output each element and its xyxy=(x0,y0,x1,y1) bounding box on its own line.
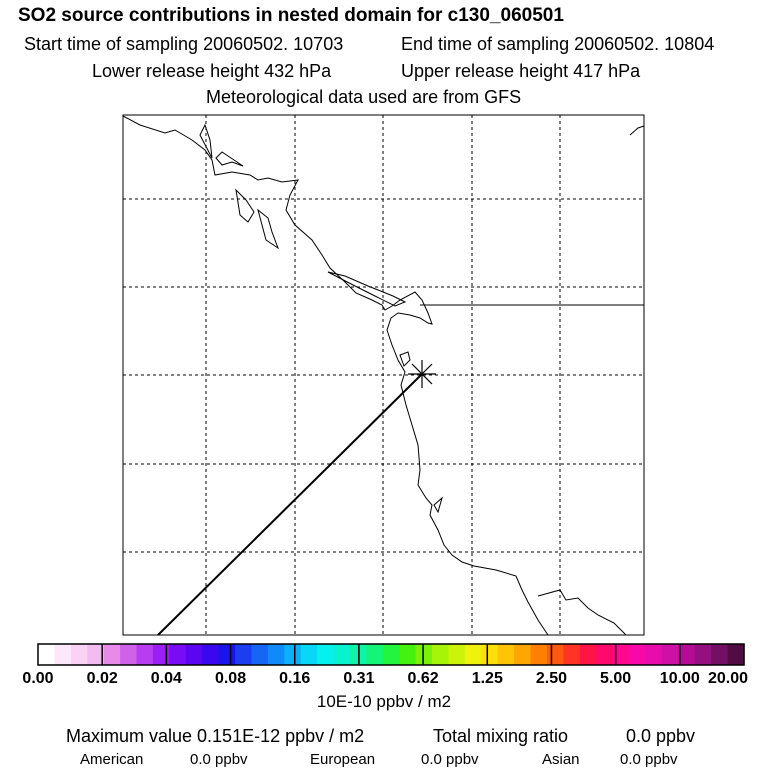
colorbar-cell xyxy=(415,644,433,665)
colorbar-dividers xyxy=(101,644,681,665)
colorbar-tick-label: 0.02 xyxy=(86,670,118,687)
colorbar-cell xyxy=(514,644,532,665)
colorbar-cell xyxy=(333,644,351,665)
colorbar-tick-label: 0.08 xyxy=(214,670,247,687)
colorbar-cell xyxy=(317,644,335,665)
colorbar-cell xyxy=(169,644,187,665)
colorbar-tick-label: 0.00 xyxy=(22,670,54,687)
colorbar-cell xyxy=(399,644,417,665)
asian-value: 0.0 ppbv xyxy=(620,751,678,768)
colorbar-cell xyxy=(38,644,56,665)
colorbar-cell xyxy=(152,644,170,665)
colorbar-tick-label: 10.00 xyxy=(659,670,700,687)
colorbar-cell xyxy=(678,644,696,665)
colorbar-frame xyxy=(37,643,745,666)
trajectory-line xyxy=(157,373,423,636)
max-value: Maximum value 0.151E-12 ppbv / m2 xyxy=(66,726,365,746)
colorbar-cell xyxy=(563,644,581,665)
colorbar-cell xyxy=(235,644,253,665)
colorbar-cell xyxy=(366,644,384,665)
colorbar-cell xyxy=(727,644,745,665)
colorbar-cell xyxy=(579,644,597,665)
coastline xyxy=(122,115,645,636)
colorbar-cell xyxy=(612,644,630,665)
total-mixing-label: Total mixing ratio xyxy=(433,726,569,746)
colorbar-tick-label: 1.25 xyxy=(471,670,503,687)
colorbar-cell xyxy=(70,644,88,665)
colorbar-units: 10E-10 ppbv / m2 xyxy=(316,692,452,711)
colorbar-cell xyxy=(382,644,400,665)
met-data-note: Meteorological data used are from GFS xyxy=(206,87,522,107)
end-time: End time of sampling 20060502. 10804 xyxy=(401,34,715,54)
colorbar-cell xyxy=(87,644,105,665)
colorbar-cell xyxy=(54,644,72,665)
colorbar-cell xyxy=(267,644,285,665)
total-mixing-value: 0.0 ppbv xyxy=(626,726,696,746)
colorbar-tick-label: 2.50 xyxy=(535,670,568,687)
colorbar-cell xyxy=(629,644,647,665)
colorbar-cell xyxy=(448,644,466,665)
map-panel xyxy=(37,114,745,666)
colorbar-cell xyxy=(711,644,729,665)
colorbar-tick-label: 20.00 xyxy=(707,670,749,687)
colorbar-tick-label: 0.04 xyxy=(150,670,182,687)
start-time: Start time of sampling 20060502. 10703 xyxy=(24,34,344,54)
colorbar-tick-label: 5.00 xyxy=(600,670,632,687)
colorbar-cell xyxy=(218,644,236,665)
colorbar xyxy=(38,644,745,665)
asian-label: Asian xyxy=(542,751,580,768)
colorbar-tick-label: 0.31 xyxy=(343,670,375,687)
colorbar-cell xyxy=(185,644,203,665)
colorbar-cell xyxy=(694,644,712,665)
colorbar-cell xyxy=(464,644,482,665)
colorbar-cell xyxy=(546,644,564,665)
american-value: 0.0 ppbv xyxy=(190,751,248,768)
release-point-marker xyxy=(408,360,436,388)
european-label: European xyxy=(310,751,376,768)
colorbar-cell xyxy=(645,644,663,665)
upper-release-height: Upper release height 417 hPa xyxy=(401,61,641,81)
colorbar-cell xyxy=(596,644,614,665)
colorbar-cell xyxy=(202,644,220,665)
colorbar-tick-label: 0.62 xyxy=(407,670,439,687)
page-title: SO2 source contributions in nested domai… xyxy=(18,5,564,26)
lower-release-height: Lower release height 432 hPa xyxy=(92,61,332,81)
colorbar-cell xyxy=(530,644,548,665)
map-gridlines xyxy=(123,115,644,635)
colorbar-cell xyxy=(103,644,121,665)
colorbar-cell xyxy=(497,644,515,665)
colorbar-cell xyxy=(136,644,154,665)
colorbar-cell xyxy=(120,644,138,665)
european-value: 0.0 ppbv xyxy=(421,751,479,768)
colorbar-tick-label: 0.16 xyxy=(279,670,311,687)
colorbar-cell xyxy=(300,644,318,665)
colorbar-cell xyxy=(481,644,499,665)
colorbar-cell xyxy=(284,644,302,665)
colorbar-cell xyxy=(661,644,679,665)
colorbar-cell xyxy=(251,644,269,665)
american-label: American xyxy=(80,751,144,768)
colorbar-cell xyxy=(432,644,450,665)
